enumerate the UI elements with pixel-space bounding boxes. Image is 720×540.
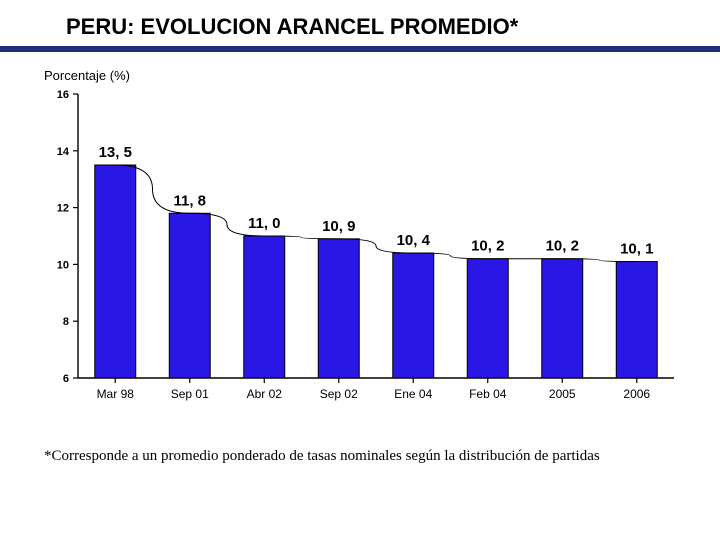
bar: [616, 262, 657, 378]
x-tick-label: Sep 02: [320, 387, 358, 401]
x-tick-label: Sep 01: [171, 387, 209, 401]
svg-text:6: 6: [63, 373, 69, 385]
svg-text:8: 8: [63, 316, 69, 328]
bar: [318, 239, 359, 378]
slide-title: PERU: EVOLUCION ARANCEL PROMEDIO*: [66, 14, 518, 40]
tariff-bar-chart: 6 8 10 12 14 16 Mar 98 13, 5 Sep 01 11, 8 Abr 02 11…: [44, 88, 684, 418]
x-tick-label: Feb 04: [469, 387, 507, 401]
bar-value-label: 11, 0: [248, 215, 281, 232]
bar: [467, 259, 508, 378]
svg-text:14: 14: [57, 146, 70, 158]
bar-value-label: 11, 8: [173, 192, 206, 209]
x-tick-label: Mar 98: [97, 387, 135, 401]
bar-value-label: 10, 2: [546, 238, 579, 255]
title-underline: [0, 46, 720, 52]
bar: [393, 253, 434, 378]
bar: [244, 236, 285, 378]
x-tick-label: 2005: [549, 387, 576, 401]
bar-value-label: 10, 2: [471, 238, 504, 255]
x-tick-label: Abr 02: [247, 387, 283, 401]
y-axis-label: Porcentaje (%): [44, 68, 130, 83]
bar-value-label: 10, 1: [620, 241, 653, 258]
footnote: *Corresponde a un promedio ponderado de …: [44, 448, 600, 465]
svg-text:10: 10: [57, 259, 69, 271]
bar-value-label: 13, 5: [99, 144, 132, 161]
x-tick-label: 2006: [623, 387, 650, 401]
bar-value-label: 10, 4: [397, 232, 431, 249]
svg-text:16: 16: [57, 89, 69, 101]
bar: [95, 165, 136, 378]
bar: [542, 259, 583, 378]
svg-text:12: 12: [57, 203, 69, 215]
x-tick-label: Ene 04: [394, 387, 432, 401]
bar-value-label: 10, 9: [322, 218, 355, 235]
bar: [169, 213, 210, 378]
